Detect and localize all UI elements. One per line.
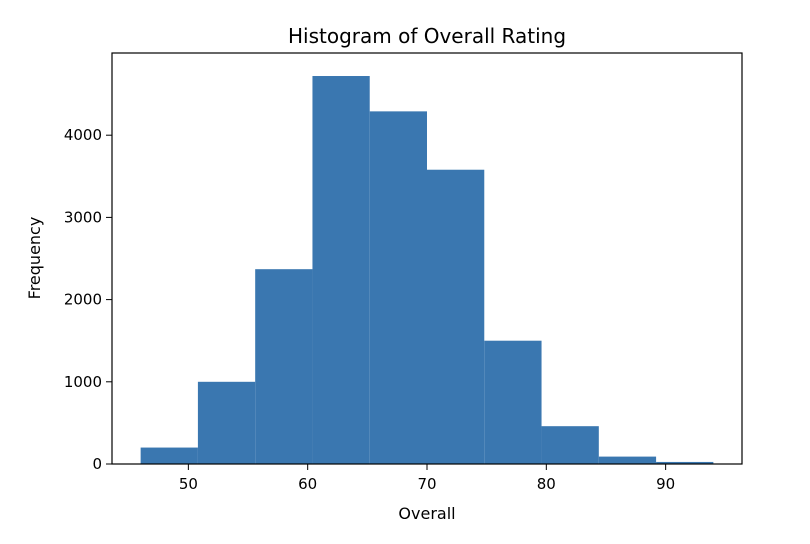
bars-group bbox=[140, 76, 714, 465]
histogram-bar-2 bbox=[197, 381, 256, 464]
histogram-bar-9 bbox=[598, 456, 657, 464]
histogram-bar-4 bbox=[312, 76, 370, 465]
histogram-bar-3 bbox=[255, 269, 313, 464]
histogram-bar-10 bbox=[656, 461, 714, 464]
histogram-bar-5 bbox=[369, 111, 427, 464]
y-axis-label: Frequency bbox=[25, 217, 44, 300]
x-tick-label: 90 bbox=[656, 475, 675, 493]
y-axis: 0 1000 2000 3000 4000 bbox=[64, 126, 112, 473]
y-tick-label: 1000 bbox=[64, 373, 102, 391]
y-tick-label: 2000 bbox=[64, 291, 102, 309]
histogram-bar-1 bbox=[140, 447, 198, 464]
y-tick-label: 3000 bbox=[64, 208, 102, 226]
y-tick-label: 4000 bbox=[64, 126, 102, 144]
x-axis: 50 60 70 80 90 bbox=[179, 464, 675, 493]
histogram-bar-8 bbox=[541, 426, 599, 464]
x-tick-label: 80 bbox=[537, 475, 556, 493]
x-tick-label: 60 bbox=[298, 475, 317, 493]
histogram-bar-7 bbox=[484, 340, 542, 464]
x-axis-label: Overall bbox=[398, 504, 455, 523]
x-tick-label: 50 bbox=[179, 475, 198, 493]
histogram-bar-6 bbox=[427, 169, 485, 464]
chart-title: Histogram of Overall Rating bbox=[288, 24, 566, 48]
x-tick-label: 70 bbox=[417, 475, 436, 493]
y-tick-label: 0 bbox=[92, 455, 102, 473]
